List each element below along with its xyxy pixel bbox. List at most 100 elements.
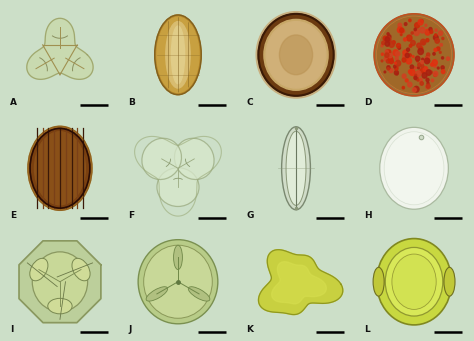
Text: E: E — [10, 211, 16, 220]
Ellipse shape — [417, 43, 421, 48]
Ellipse shape — [258, 14, 334, 96]
Ellipse shape — [402, 87, 404, 89]
Ellipse shape — [414, 29, 419, 35]
Ellipse shape — [393, 65, 396, 68]
Text: L: L — [364, 325, 370, 334]
Ellipse shape — [157, 168, 199, 206]
Ellipse shape — [388, 54, 392, 58]
Ellipse shape — [417, 60, 419, 62]
Ellipse shape — [421, 61, 424, 64]
Ellipse shape — [412, 88, 416, 92]
Ellipse shape — [438, 67, 439, 69]
Polygon shape — [258, 250, 343, 315]
Ellipse shape — [397, 27, 402, 33]
Ellipse shape — [166, 21, 190, 88]
Ellipse shape — [433, 35, 438, 40]
Ellipse shape — [423, 66, 428, 72]
Ellipse shape — [410, 41, 415, 45]
Ellipse shape — [422, 58, 424, 60]
Ellipse shape — [388, 35, 391, 39]
Ellipse shape — [396, 51, 400, 56]
Polygon shape — [27, 18, 93, 79]
Ellipse shape — [398, 46, 401, 49]
Ellipse shape — [441, 66, 444, 69]
Ellipse shape — [430, 30, 433, 33]
Ellipse shape — [431, 79, 434, 82]
Ellipse shape — [385, 50, 388, 54]
Ellipse shape — [405, 53, 409, 58]
Ellipse shape — [385, 37, 390, 42]
Ellipse shape — [418, 19, 423, 25]
Ellipse shape — [426, 56, 428, 59]
Ellipse shape — [157, 17, 199, 92]
Ellipse shape — [384, 71, 386, 73]
Ellipse shape — [438, 31, 443, 35]
Text: H: H — [364, 211, 372, 220]
Ellipse shape — [155, 15, 201, 95]
Text: J: J — [128, 325, 132, 334]
Ellipse shape — [433, 71, 438, 76]
Ellipse shape — [414, 28, 416, 31]
Ellipse shape — [395, 57, 398, 60]
Ellipse shape — [402, 58, 406, 62]
Ellipse shape — [414, 75, 418, 80]
Ellipse shape — [282, 127, 310, 210]
Ellipse shape — [389, 59, 393, 64]
Ellipse shape — [427, 57, 429, 60]
Text: F: F — [128, 211, 134, 220]
Ellipse shape — [395, 60, 401, 66]
Ellipse shape — [381, 53, 383, 55]
Ellipse shape — [256, 12, 336, 98]
Ellipse shape — [266, 21, 326, 88]
Ellipse shape — [447, 57, 449, 60]
Ellipse shape — [434, 65, 436, 68]
Ellipse shape — [420, 27, 425, 33]
Ellipse shape — [439, 51, 441, 54]
Ellipse shape — [414, 67, 417, 69]
Ellipse shape — [426, 78, 429, 81]
Ellipse shape — [408, 82, 412, 87]
Ellipse shape — [409, 70, 412, 74]
Ellipse shape — [420, 64, 424, 68]
Ellipse shape — [407, 48, 410, 51]
Text: I: I — [10, 325, 14, 334]
Text: C: C — [246, 98, 253, 107]
Ellipse shape — [420, 39, 426, 45]
Ellipse shape — [411, 32, 413, 34]
Ellipse shape — [146, 287, 168, 301]
Ellipse shape — [376, 16, 452, 93]
Ellipse shape — [48, 298, 72, 314]
Ellipse shape — [427, 53, 430, 57]
Ellipse shape — [385, 41, 390, 46]
Ellipse shape — [418, 67, 419, 69]
Ellipse shape — [402, 74, 406, 78]
Ellipse shape — [394, 71, 399, 75]
Ellipse shape — [417, 79, 419, 81]
Ellipse shape — [409, 44, 412, 47]
Ellipse shape — [425, 57, 429, 62]
Ellipse shape — [425, 24, 427, 26]
Ellipse shape — [28, 126, 92, 210]
Ellipse shape — [419, 78, 422, 82]
Ellipse shape — [264, 19, 328, 90]
Ellipse shape — [403, 50, 408, 55]
Ellipse shape — [381, 45, 383, 47]
Ellipse shape — [383, 36, 387, 41]
Ellipse shape — [441, 70, 445, 74]
Ellipse shape — [138, 240, 218, 324]
Ellipse shape — [427, 59, 430, 62]
Ellipse shape — [406, 58, 411, 64]
Ellipse shape — [396, 73, 398, 75]
Ellipse shape — [386, 59, 390, 63]
Ellipse shape — [373, 267, 384, 296]
Ellipse shape — [435, 34, 437, 36]
Ellipse shape — [387, 68, 389, 70]
Ellipse shape — [400, 28, 404, 32]
Ellipse shape — [427, 84, 430, 88]
Ellipse shape — [380, 127, 448, 209]
Ellipse shape — [401, 29, 405, 33]
Ellipse shape — [410, 65, 414, 69]
Ellipse shape — [409, 19, 411, 22]
Text: A: A — [10, 98, 17, 107]
Ellipse shape — [387, 50, 391, 54]
